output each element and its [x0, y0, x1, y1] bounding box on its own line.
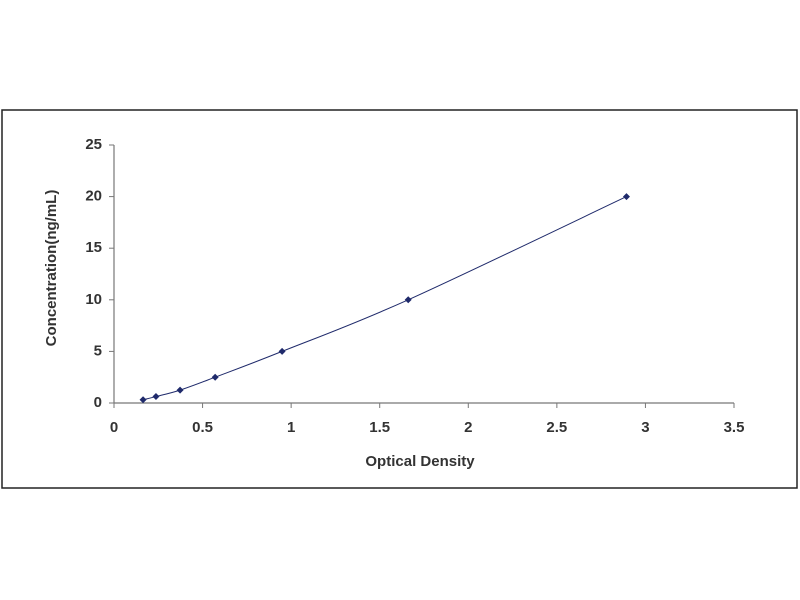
y-tick-label: 0 — [94, 394, 102, 411]
y-tick-label: 15 — [85, 239, 102, 256]
y-tick-label: 10 — [85, 291, 102, 308]
y-axis-label: Concentration(ng/mL) — [43, 190, 60, 347]
y-tick-label: 20 — [85, 188, 102, 205]
x-axis-label: Optical Density — [365, 453, 475, 470]
x-tick-label: 3 — [641, 419, 649, 436]
point — [176, 386, 184, 394]
point — [139, 396, 147, 404]
x-tick-label: 2.5 — [546, 419, 567, 436]
x-tick-label: 2 — [464, 419, 472, 436]
x-tick-label: 3.5 — [724, 419, 745, 436]
point — [622, 193, 630, 201]
curve — [142, 196, 627, 401]
x-tick-label: 1 — [287, 419, 295, 436]
y-tick-label: 5 — [94, 342, 102, 359]
x-tick-label: 0 — [110, 419, 118, 436]
x-tick-label: 0.5 — [192, 419, 213, 436]
point — [152, 393, 160, 401]
point — [404, 296, 412, 304]
chart-frame — [1, 109, 798, 489]
point — [278, 347, 286, 355]
x-tick-label: 1.5 — [369, 419, 390, 436]
point — [211, 373, 219, 381]
y-tick-label: 25 — [85, 136, 102, 153]
